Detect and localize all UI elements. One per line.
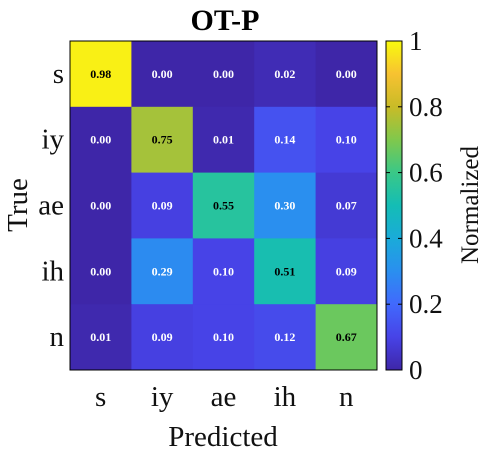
heatmap-cell-ih-iy: [131, 238, 194, 305]
heatmap-cell-ih-ih: [254, 238, 317, 305]
cell-value-label: 0.55: [213, 199, 234, 213]
y-tick-labels: s iy ae ih n: [38, 58, 64, 353]
colorbar-tick-label: 0: [409, 355, 423, 385]
cell-value-label: 0.14: [274, 133, 295, 147]
heatmap-cell-iy-ih: [254, 106, 317, 174]
heatmap-cell-s-n: [315, 41, 378, 108]
cell-value-label: 0.01: [213, 133, 234, 147]
cell-value-label: 0.12: [274, 330, 295, 344]
heatmap-cell-s-ae: [192, 41, 255, 108]
colorbar-tick-label: 0.6: [409, 158, 443, 188]
chart-title: OT-P: [191, 4, 260, 37]
heatmap-cell-ae-ae: [192, 172, 255, 239]
cell-value-label: 0.00: [90, 133, 111, 147]
heatmap-cell-n-iy: [131, 304, 194, 371]
heatmap-cell-iy-s: [70, 106, 132, 174]
heatmap-cells: [70, 41, 378, 371]
cell-value-label: 0.00: [90, 264, 111, 278]
cell-value-label: 0.09: [152, 199, 173, 213]
y-tick-label: s: [53, 58, 64, 90]
cell-value-label: 0.09: [152, 330, 173, 344]
heatmap-cell-s-ih: [254, 41, 317, 108]
y-tick-label: iy: [41, 124, 64, 156]
cell-value-label: 0.98: [90, 67, 111, 81]
cell-value-label: 0.07: [336, 199, 357, 213]
heatmap-cell-iy-n: [315, 106, 378, 174]
y-tick-label: ae: [38, 190, 64, 222]
y-axis-label: True: [2, 178, 34, 232]
cell-value-label: 0.02: [274, 67, 295, 81]
heatmap-cell-iy-ae: [192, 106, 255, 174]
heatmap-cell-ae-iy: [131, 172, 194, 239]
cell-value-label: 0.10: [213, 330, 234, 344]
heatmap-cell-s-s: [70, 41, 132, 108]
heatmap-cell-iy-iy: [131, 106, 194, 174]
x-tick-label: s: [95, 381, 106, 413]
heatmap-cell-n-ae: [192, 304, 255, 371]
heatmap-cell-n-n: [315, 304, 378, 371]
heatmap-cell-ae-n: [315, 172, 378, 239]
colorbar-ticks: 0 0.2 0.4 0.6 0.8 1: [386, 26, 443, 385]
colorbar-label: Normalized: [457, 146, 484, 265]
colorbar: [385, 40, 403, 371]
cell-value-label: 0.00: [152, 67, 173, 81]
x-axis-label: Predicted: [168, 421, 278, 453]
heatmap-cell-ae-ih: [254, 172, 317, 239]
cell-value-label: 0.29: [152, 264, 173, 278]
x-tick-label: ae: [211, 381, 237, 413]
cell-value-label: 0.10: [336, 133, 357, 147]
heatmap-cell-s-iy: [131, 41, 194, 108]
cell-value-label: 0.00: [90, 199, 111, 213]
colorbar-tick-label: 0.2: [409, 289, 443, 319]
cell-value-label: 0.00: [213, 67, 234, 81]
x-tick-label: n: [339, 381, 354, 413]
heatmap-cell-ih-s: [70, 238, 132, 305]
heatmap-frame: [69, 40, 378, 371]
y-tick-label: n: [50, 321, 65, 353]
heatmap-cell-n-ih: [254, 304, 317, 371]
heatmap-cell-n-s: [70, 304, 132, 371]
x-tick-label: ih: [274, 381, 297, 413]
y-tick-label: ih: [41, 255, 64, 287]
colorbar-tick-label: 1: [409, 26, 423, 56]
cell-value-label: 0.10: [213, 264, 234, 278]
colorbar-tick-label: 0.8: [409, 92, 443, 122]
cell-value-label: 0.01: [90, 330, 111, 344]
cell-value-label: 0.51: [274, 264, 295, 278]
cell-value-label: 0.67: [336, 330, 357, 344]
heatmap-cell-labels: 0.98 0.00 0.00 0.02 0.00 0.00 0.75 0.01 0.14 0.10…: [90, 67, 357, 344]
cell-value-label: 0.30: [274, 199, 295, 213]
x-tick-labels: s iy ae ih n: [95, 381, 354, 413]
cell-value-label: 0.00: [336, 67, 357, 81]
colorbar-tick-label: 0.4: [409, 223, 443, 253]
cell-value-label: 0.09: [336, 264, 357, 278]
heatmap-cell-ae-s: [70, 172, 132, 239]
x-tick-label: iy: [151, 381, 174, 413]
heatmap-cell-ih-ae: [192, 238, 255, 305]
cell-value-label: 0.75: [152, 133, 173, 147]
heatmap-cell-ih-n: [315, 238, 378, 305]
